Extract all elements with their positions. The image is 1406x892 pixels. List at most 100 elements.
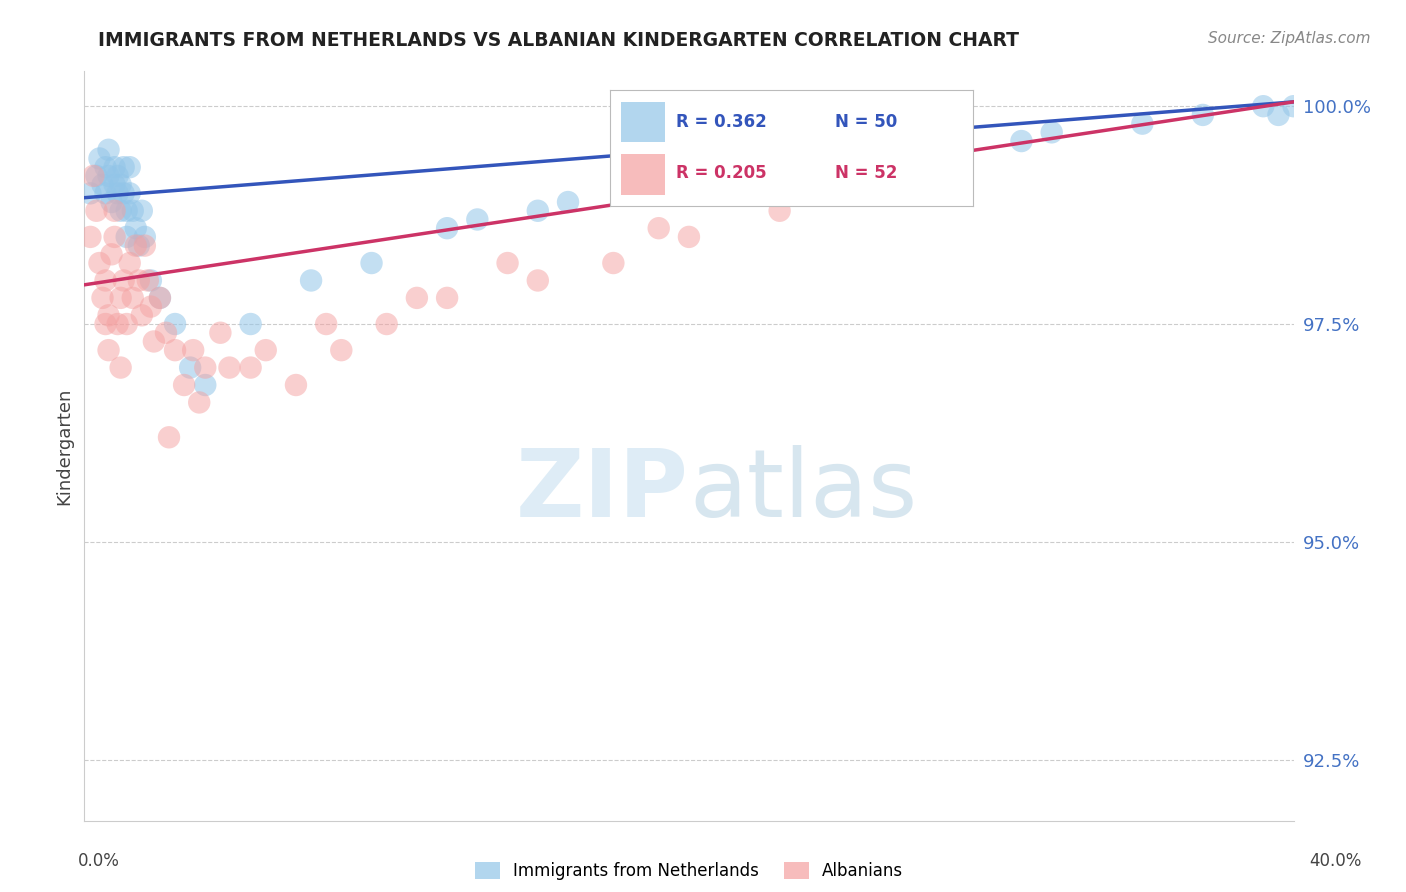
Point (165, 343, 187, 358)
Point (188, 395, 211, 409)
Point (139, 273, 162, 287)
Point (648, 221, 671, 235)
Point (859, 186, 882, 201)
Point (131, 203, 153, 218)
Point (125, 238, 148, 252)
Point (181, 343, 204, 358)
Point (91, 178, 114, 192)
Point (557, 195, 579, 210)
Point (467, 212, 489, 227)
Text: atlas: atlas (689, 445, 917, 537)
Text: 40.0%: 40.0% (1309, 852, 1362, 870)
Point (94, 160, 117, 174)
Point (920, 143, 942, 157)
Point (1192, 108, 1215, 122)
Point (1040, 125, 1063, 139)
Point (82, 169, 104, 183)
Point (769, 160, 792, 174)
Point (209, 326, 232, 340)
Point (118, 186, 141, 201)
Point (100, 195, 122, 210)
Point (89, 152, 111, 166)
Point (131, 308, 153, 322)
Point (155, 326, 177, 340)
Point (218, 360, 240, 375)
Point (617, 186, 640, 201)
Point (436, 291, 458, 305)
Point (194, 378, 217, 392)
Point (173, 378, 195, 392)
Text: 0.0%: 0.0% (77, 852, 120, 870)
Point (112, 186, 135, 201)
Point (91, 291, 114, 305)
Point (194, 360, 217, 375)
Point (107, 169, 129, 183)
Point (360, 256, 382, 270)
Point (104, 160, 127, 174)
Point (678, 230, 700, 244)
Point (97, 308, 120, 322)
Point (115, 203, 138, 218)
Point (157, 430, 180, 444)
Point (112, 160, 135, 174)
Point (527, 273, 550, 287)
Point (1011, 134, 1033, 148)
Point (1267, 108, 1289, 122)
Text: IMMIGRANTS FROM NETHERLANDS VS ALBANIAN KINDERGARTEN CORRELATION CHART: IMMIGRANTS FROM NETHERLANDS VS ALBANIAN … (98, 31, 1019, 50)
Point (107, 317, 129, 331)
Point (125, 221, 148, 235)
Point (436, 221, 458, 235)
Point (86, 203, 108, 218)
Point (179, 360, 201, 375)
Point (94, 317, 117, 331)
Point (110, 203, 132, 218)
Point (496, 256, 519, 270)
Point (107, 186, 129, 201)
Point (136, 273, 159, 287)
Point (128, 273, 150, 287)
Point (94, 186, 117, 201)
Point (89, 256, 111, 270)
Point (115, 317, 138, 331)
Point (285, 378, 308, 392)
Point (149, 291, 172, 305)
Point (118, 160, 141, 174)
Point (97, 343, 120, 358)
Point (1282, 99, 1305, 113)
Point (121, 203, 143, 218)
Point (375, 317, 398, 331)
Point (118, 256, 141, 270)
Text: ZIP: ZIP (516, 445, 689, 537)
Point (165, 317, 187, 331)
Point (97, 169, 120, 183)
Point (121, 291, 143, 305)
Point (110, 291, 132, 305)
Point (115, 230, 138, 244)
Point (134, 238, 156, 252)
Point (86, 169, 108, 183)
Point (110, 178, 132, 192)
Point (1253, 99, 1275, 113)
Point (254, 343, 277, 358)
Point (97, 143, 120, 157)
Point (128, 238, 150, 252)
Point (134, 230, 156, 244)
Y-axis label: Kindergarten: Kindergarten (55, 387, 73, 505)
Point (406, 291, 429, 305)
Point (769, 203, 792, 218)
Point (112, 273, 135, 287)
Point (104, 178, 127, 192)
Point (950, 169, 973, 183)
Point (330, 343, 353, 358)
Point (79, 230, 101, 244)
Point (239, 360, 262, 375)
Point (79, 186, 101, 201)
Point (94, 273, 117, 287)
Point (104, 230, 127, 244)
Point (890, 152, 912, 166)
Point (104, 203, 127, 218)
Point (100, 247, 122, 261)
Legend: Immigrants from Netherlands, Albanians: Immigrants from Netherlands, Albanians (475, 862, 903, 880)
Point (149, 291, 172, 305)
Point (1130, 117, 1153, 131)
